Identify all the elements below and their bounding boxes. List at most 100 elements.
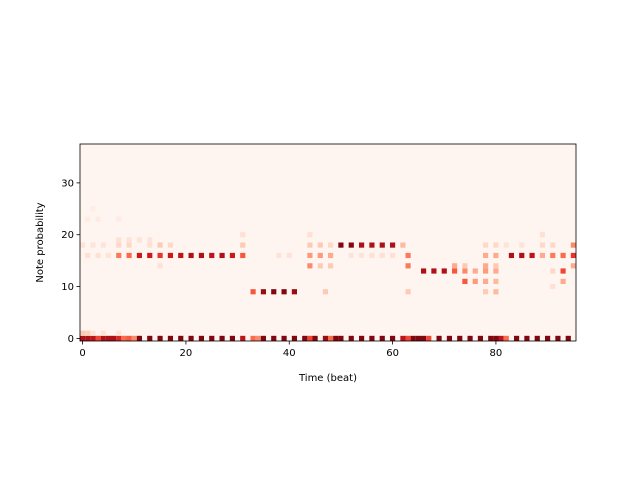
heatmap-cell <box>545 335 551 341</box>
heatmap-cell <box>209 252 215 259</box>
heatmap-cell <box>80 330 86 336</box>
heatmap-cell <box>529 252 535 259</box>
heatmap-cell <box>219 335 225 341</box>
heatmap-cell <box>307 335 313 341</box>
heatmap-cell <box>519 252 525 259</box>
heatmap-cell <box>100 335 106 341</box>
heatmap-cell <box>95 335 101 341</box>
heatmap-cell <box>198 335 204 341</box>
heatmap-cell <box>240 335 246 341</box>
heatmap-cell <box>328 252 334 259</box>
heatmap-cell <box>209 335 215 341</box>
heatmap-cell <box>188 252 194 259</box>
heatmap-cell <box>498 335 504 341</box>
heatmap-cell <box>317 263 323 269</box>
heatmap-cell <box>116 335 122 341</box>
heatmap-cell <box>157 252 163 259</box>
x-tick-label: 60 <box>386 348 399 359</box>
y-tick-label: 0 <box>68 334 74 345</box>
heatmap-cell <box>126 242 132 248</box>
heatmap-cell <box>462 268 468 274</box>
heatmap-cell <box>483 289 489 295</box>
heatmap-cell <box>359 335 365 341</box>
heatmap-cell <box>483 252 489 259</box>
heatmap-cell <box>400 242 406 248</box>
heatmap-cell <box>328 242 334 248</box>
heatmap-cell <box>415 335 421 341</box>
heatmap-cell <box>131 335 137 341</box>
heatmap-cell <box>333 335 339 341</box>
heatmap-cell <box>467 335 473 341</box>
heatmap-cell <box>167 335 173 341</box>
heatmap-cell <box>302 335 308 341</box>
heatmap-cell <box>136 252 142 259</box>
heatmap-cell <box>116 242 122 248</box>
heatmap-cell <box>90 242 96 248</box>
heatmap-cell <box>493 278 499 284</box>
heatmap-cell <box>560 268 566 274</box>
heatmap-cell <box>550 252 556 259</box>
heatmap-cell <box>317 252 323 259</box>
heatmap-cell <box>317 242 323 248</box>
heatmap-cell <box>95 216 101 222</box>
heatmap-cell <box>483 242 489 248</box>
heatmap-cell <box>328 335 334 341</box>
x-tick-label: 80 <box>490 348 503 359</box>
heatmap-cell <box>312 335 318 341</box>
heatmap-cell <box>121 335 127 341</box>
heatmap-cell <box>524 335 530 341</box>
heatmap-cell <box>250 335 256 341</box>
heatmap-cell <box>167 252 173 259</box>
heatmap-cell <box>157 335 163 341</box>
heatmap-cell <box>229 252 235 259</box>
heatmap-cell <box>493 263 499 269</box>
heatmap-cell <box>116 330 122 336</box>
heatmap-cell <box>255 335 261 341</box>
y-tick-label: 10 <box>61 282 74 293</box>
y-axis-ticks: 0 10 20 30 <box>61 178 80 345</box>
heatmap-cell <box>359 242 365 248</box>
x-axis-label: Time (beat) <box>298 373 357 384</box>
heatmap-cell <box>100 330 106 336</box>
heatmap-cell <box>322 335 328 341</box>
heatmap-cell <box>85 216 91 222</box>
heatmap-cell <box>555 335 561 341</box>
heatmap-cell <box>405 252 411 259</box>
heatmap-cell <box>405 289 411 295</box>
heatmap-cell <box>560 278 566 284</box>
heatmap-cell <box>281 289 287 295</box>
heatmap-cell <box>477 335 483 341</box>
heatmap-cell <box>560 252 566 259</box>
heatmap-cell <box>322 289 328 295</box>
heatmap-cell <box>493 289 499 295</box>
heatmap-cell <box>493 268 499 274</box>
heatmap-cell <box>483 268 489 274</box>
heatmap-cell <box>116 237 122 243</box>
heatmap-cell <box>550 283 556 290</box>
heatmap-cell <box>539 242 545 248</box>
heatmap-cell <box>348 242 354 248</box>
heatmap-cell <box>111 335 117 341</box>
x-axis-ticks: 0 20 40 60 80 <box>79 341 502 359</box>
heatmap-cell <box>503 335 509 341</box>
heatmap-cell <box>240 242 246 248</box>
heatmap-cell <box>514 335 520 341</box>
heatmap-cell <box>550 242 556 248</box>
heatmap-cell <box>534 335 540 341</box>
heatmap-cell <box>260 335 266 341</box>
heatmap-cell <box>157 263 163 269</box>
heatmap-cell <box>539 252 545 259</box>
y-tick-label: 30 <box>61 178 74 189</box>
heatmap-cell <box>178 252 184 259</box>
heatmap-cell <box>90 206 96 212</box>
heatmap-cell <box>462 263 468 269</box>
x-tick-label: 40 <box>283 348 296 359</box>
heatmap-cell <box>136 237 142 243</box>
heatmap-cell <box>390 242 396 248</box>
heatmap-cell <box>338 335 344 341</box>
heatmap-cell <box>359 252 365 259</box>
heatmap-cell <box>390 252 396 259</box>
heatmap-cell <box>167 242 173 248</box>
heatmap-cell <box>90 330 96 336</box>
